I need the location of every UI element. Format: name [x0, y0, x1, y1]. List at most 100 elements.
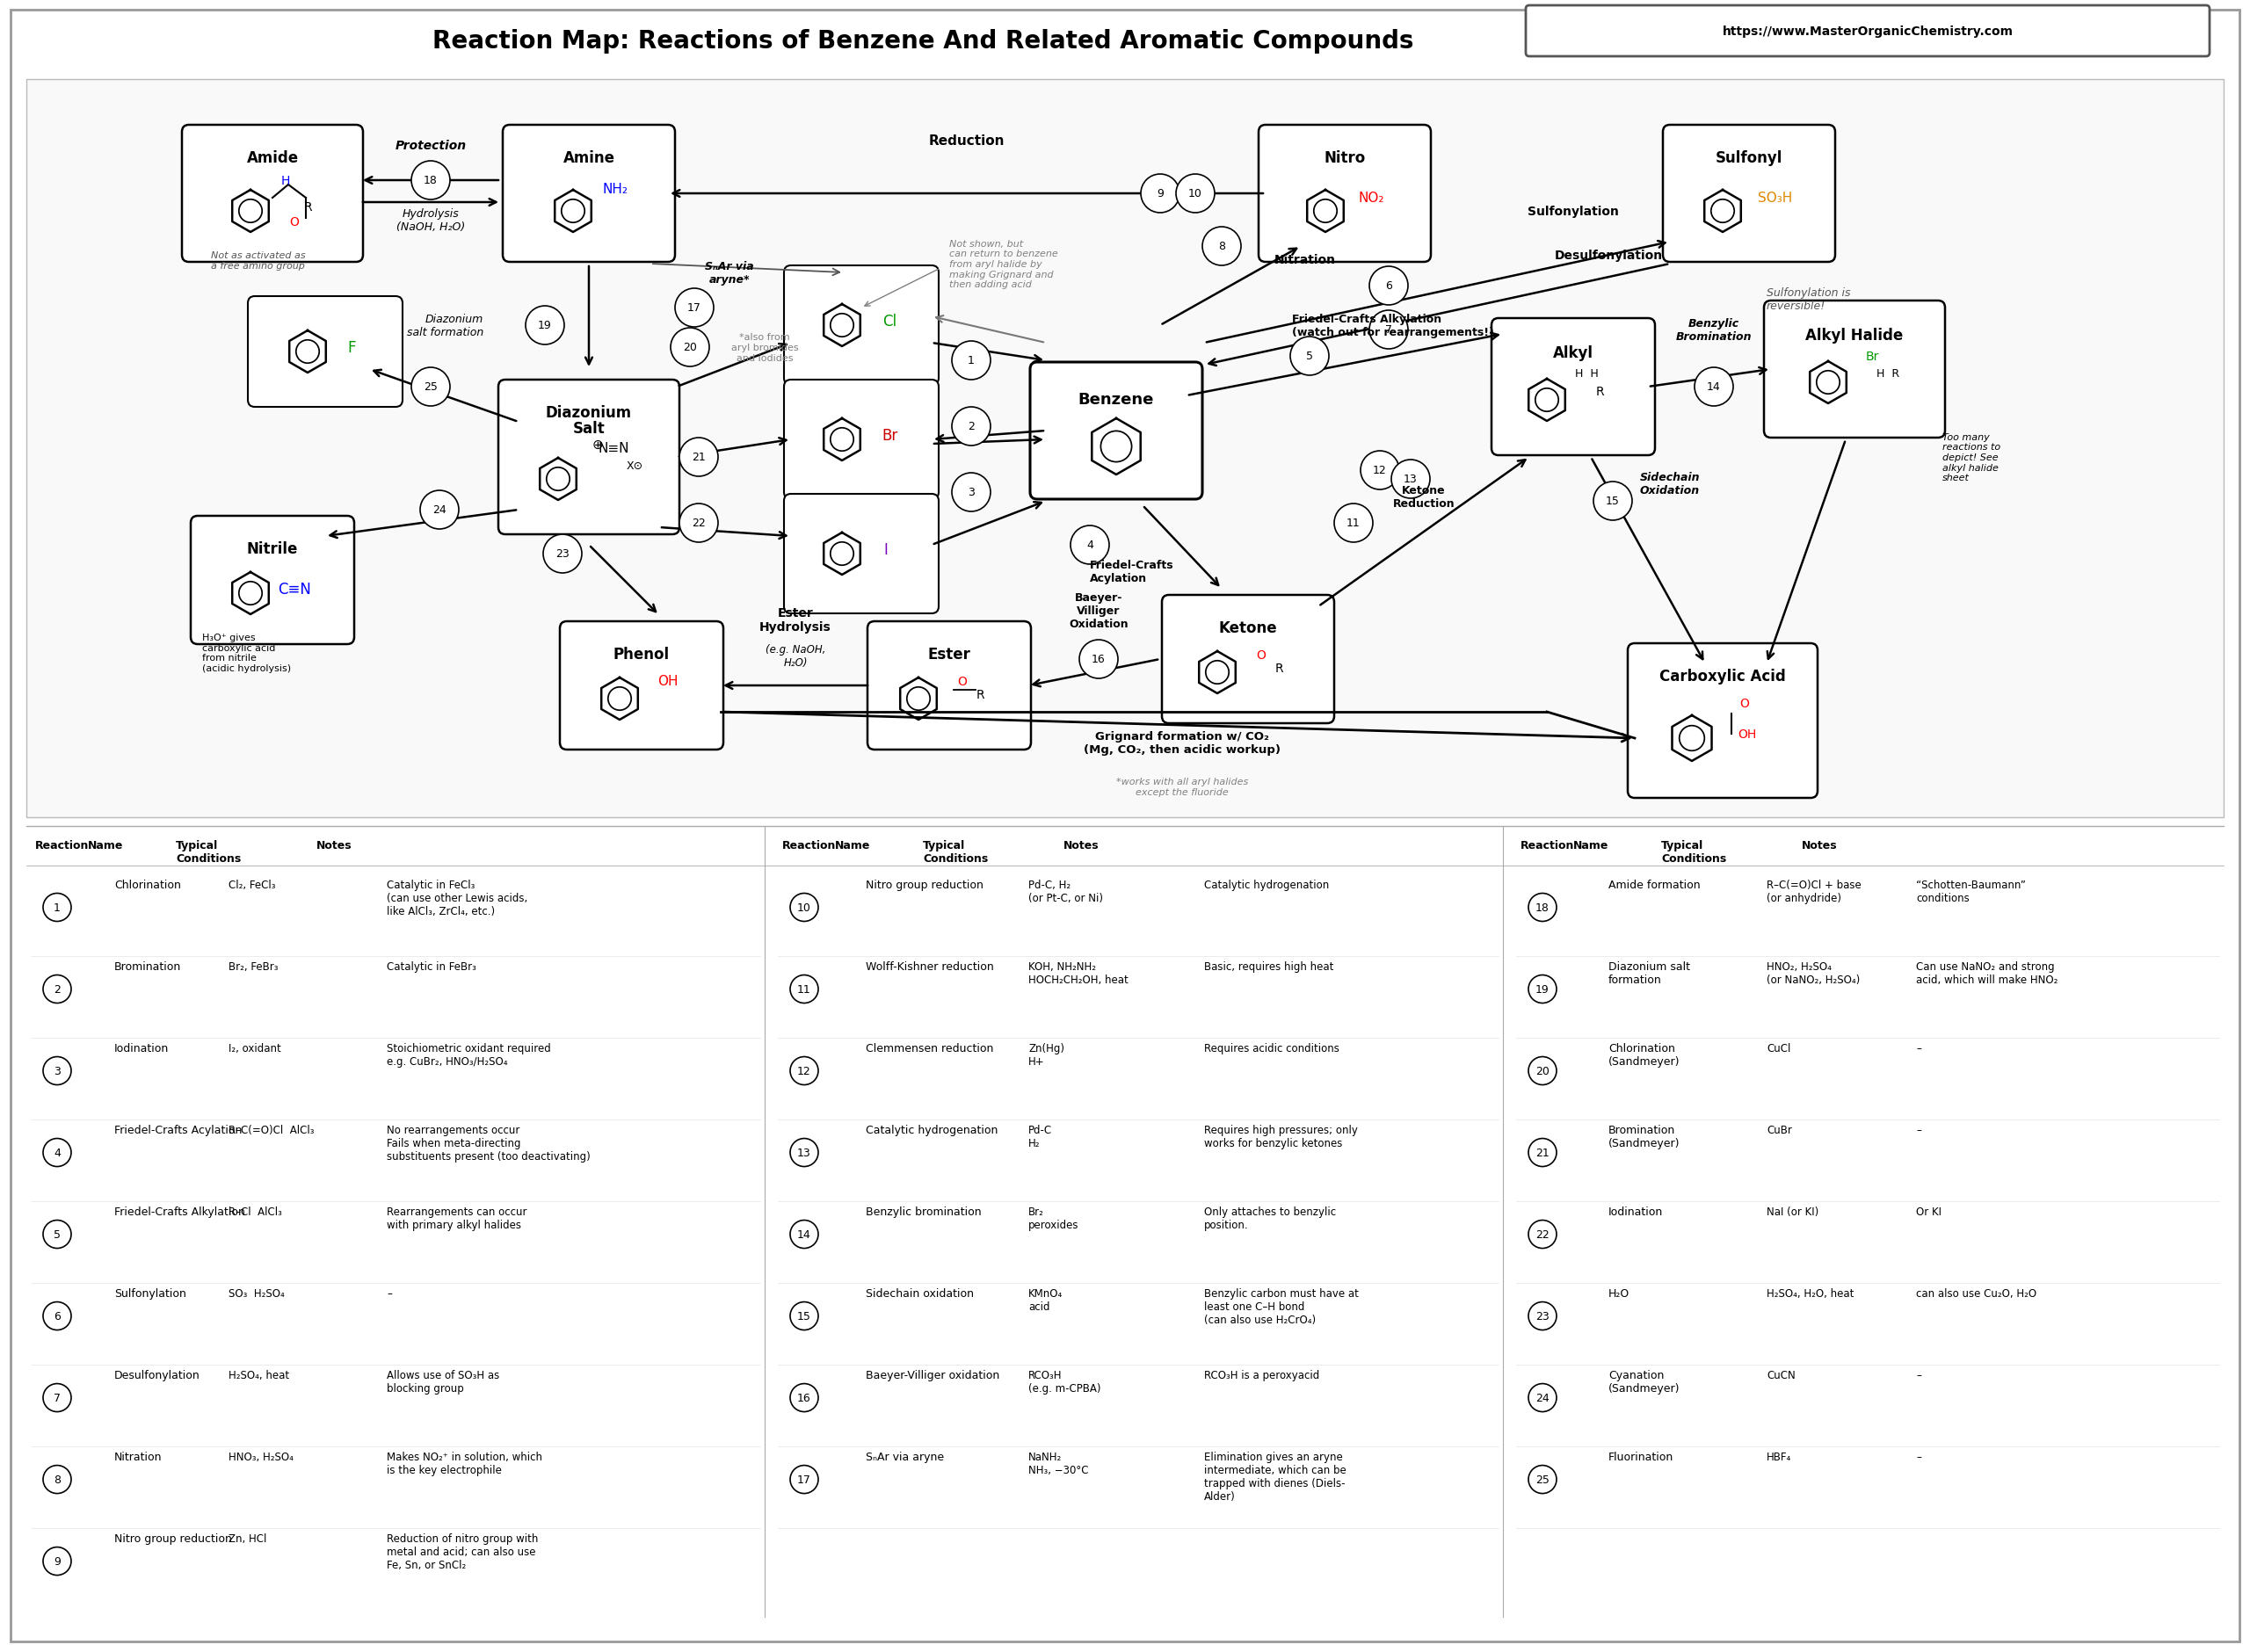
FancyBboxPatch shape — [783, 266, 938, 385]
Text: 18: 18 — [1534, 902, 1550, 914]
Text: Zn(Hg)
H+: Zn(Hg) H+ — [1028, 1042, 1064, 1067]
Text: Ketone: Ketone — [1220, 620, 1278, 636]
Text: Nitro group reduction: Nitro group reduction — [115, 1533, 232, 1545]
Text: *also from
aryl bromides
and iodides: *also from aryl bromides and iodides — [731, 334, 799, 362]
Text: X⊙: X⊙ — [626, 461, 644, 472]
Text: O: O — [290, 216, 299, 228]
Circle shape — [412, 368, 450, 406]
Circle shape — [1141, 175, 1179, 213]
Text: Iodination: Iodination — [1609, 1206, 1663, 1218]
Text: Friedel-Crafts
Acylation: Friedel-Crafts Acylation — [1089, 560, 1175, 585]
Circle shape — [790, 1384, 819, 1412]
Circle shape — [1528, 1384, 1557, 1412]
Text: Cl₂, FeCl₃: Cl₂, FeCl₃ — [230, 879, 274, 890]
Text: –: – — [387, 1287, 391, 1298]
Text: Catalytic in FeBr₃: Catalytic in FeBr₃ — [387, 961, 477, 973]
Text: Reaction Map: Reactions of Benzene And Related Aromatic Compounds: Reaction Map: Reactions of Benzene And R… — [432, 30, 1413, 53]
Circle shape — [43, 1465, 72, 1493]
Text: Grignard formation w/ CO₂
(Mg, CO₂, then acidic workup): Grignard formation w/ CO₂ (Mg, CO₂, then… — [1084, 730, 1280, 755]
Text: Chlorination: Chlorination — [115, 879, 180, 890]
Text: 5: 5 — [54, 1229, 61, 1241]
Text: R: R — [1273, 662, 1282, 674]
Text: O: O — [1739, 697, 1750, 710]
Text: 5: 5 — [1305, 350, 1314, 362]
Text: Salt: Salt — [574, 421, 605, 436]
Text: 14: 14 — [796, 1229, 810, 1241]
Text: CuCN: CuCN — [1766, 1370, 1796, 1381]
Circle shape — [790, 975, 819, 1003]
Bar — [27, 79, 2223, 818]
Circle shape — [1370, 311, 1408, 350]
Text: 23: 23 — [1534, 1310, 1550, 1322]
Text: NaI (or KI): NaI (or KI) — [1766, 1206, 1818, 1218]
Text: 18: 18 — [423, 175, 439, 187]
Text: Sidechain oxidation: Sidechain oxidation — [866, 1287, 974, 1298]
Text: Nitration: Nitration — [1273, 254, 1336, 266]
Text: Reaction: Reaction — [783, 839, 837, 851]
Text: Zn, HCl: Zn, HCl — [230, 1533, 268, 1545]
Text: SₙAr via aryne: SₙAr via aryne — [866, 1450, 945, 1462]
Text: Chlorination
(Sandmeyer): Chlorination (Sandmeyer) — [1609, 1042, 1681, 1067]
Text: Benzylic bromination: Benzylic bromination — [866, 1206, 981, 1218]
FancyBboxPatch shape — [1258, 126, 1431, 263]
Text: C≡N: C≡N — [277, 582, 310, 598]
Text: 17: 17 — [796, 1474, 812, 1485]
Text: Alkyl Halide: Alkyl Halide — [1804, 327, 1903, 344]
Circle shape — [43, 1302, 72, 1330]
Text: Reduction of nitro group with
metal and acid; can also use
Fe, Sn, or SnCl₂: Reduction of nitro group with metal and … — [387, 1533, 538, 1571]
Circle shape — [1080, 641, 1118, 679]
Text: Iodination: Iodination — [115, 1042, 169, 1054]
Circle shape — [790, 1138, 819, 1166]
Text: https://www.MasterOrganicChemistry.com: https://www.MasterOrganicChemistry.com — [1721, 25, 2014, 38]
Text: Requires high pressures; only
works for benzylic ketones: Requires high pressures; only works for … — [1204, 1125, 1357, 1148]
Text: –: – — [1917, 1370, 1921, 1381]
Text: Hydrolysis
(NaOH, H₂O): Hydrolysis (NaOH, H₂O) — [396, 208, 466, 233]
Text: 2: 2 — [968, 421, 974, 433]
Text: Too many
reactions to
depict! See
alkyl halide
sheet: Too many reactions to depict! See alkyl … — [1942, 433, 2000, 482]
Text: 3: 3 — [54, 1066, 61, 1077]
Text: HNO₃, H₂SO₄: HNO₃, H₂SO₄ — [230, 1450, 293, 1462]
Text: Diazonium: Diazonium — [547, 405, 632, 421]
Text: Protection: Protection — [396, 140, 466, 152]
Text: 21: 21 — [691, 453, 706, 463]
Text: Requires acidic conditions: Requires acidic conditions — [1204, 1042, 1339, 1054]
Text: (e.g. NaOH,
H₂O): (e.g. NaOH, H₂O) — [765, 644, 826, 669]
Text: F: F — [346, 340, 356, 355]
Text: Sulfonylation: Sulfonylation — [1528, 205, 1620, 218]
Text: Br: Br — [1865, 350, 1879, 363]
Text: 10: 10 — [796, 902, 812, 914]
Text: Friedel-Crafts Alkylation
(watch out for rearrangements!): Friedel-Crafts Alkylation (watch out for… — [1291, 314, 1494, 339]
Text: Br₂, FeBr₃: Br₂, FeBr₃ — [230, 961, 279, 973]
Text: Notes: Notes — [317, 839, 351, 851]
Text: No rearrangements occur
Fails when meta-directing
substituents present (too deac: No rearrangements occur Fails when meta-… — [387, 1125, 590, 1161]
Text: 12: 12 — [796, 1066, 810, 1077]
Text: Sulfonyl: Sulfonyl — [1714, 150, 1782, 165]
Text: Diazonium
salt formation: Diazonium salt formation — [407, 314, 484, 339]
Text: Desulfonylation: Desulfonylation — [1555, 249, 1663, 261]
Text: Amide: Amide — [248, 150, 299, 165]
Circle shape — [790, 894, 819, 922]
Text: 1: 1 — [968, 355, 974, 367]
Circle shape — [1528, 1221, 1557, 1249]
Text: H  H: H H — [1575, 368, 1598, 380]
Text: 2: 2 — [54, 983, 61, 995]
Text: Benzene: Benzene — [1078, 392, 1154, 408]
Text: R: R — [976, 689, 983, 700]
FancyBboxPatch shape — [1764, 301, 1944, 438]
Circle shape — [1528, 975, 1557, 1003]
Text: 6: 6 — [1386, 281, 1393, 292]
Text: HBF₄: HBF₄ — [1766, 1450, 1791, 1462]
Text: *works with all aryl halides
except the fluoride: *works with all aryl halides except the … — [1116, 778, 1249, 796]
Circle shape — [670, 329, 709, 367]
FancyBboxPatch shape — [1492, 319, 1656, 456]
Text: Friedel-Crafts Alkylation: Friedel-Crafts Alkylation — [115, 1206, 245, 1218]
Text: NH₂: NH₂ — [603, 183, 628, 197]
Text: Baeyer-Villiger oxidation: Baeyer-Villiger oxidation — [866, 1370, 999, 1381]
Circle shape — [790, 1302, 819, 1330]
Text: OH: OH — [657, 676, 677, 689]
Text: Reaction: Reaction — [36, 839, 90, 851]
Circle shape — [1071, 525, 1109, 565]
Text: Fluorination: Fluorination — [1609, 1450, 1674, 1462]
Text: 10: 10 — [1188, 188, 1202, 200]
Circle shape — [527, 307, 565, 345]
